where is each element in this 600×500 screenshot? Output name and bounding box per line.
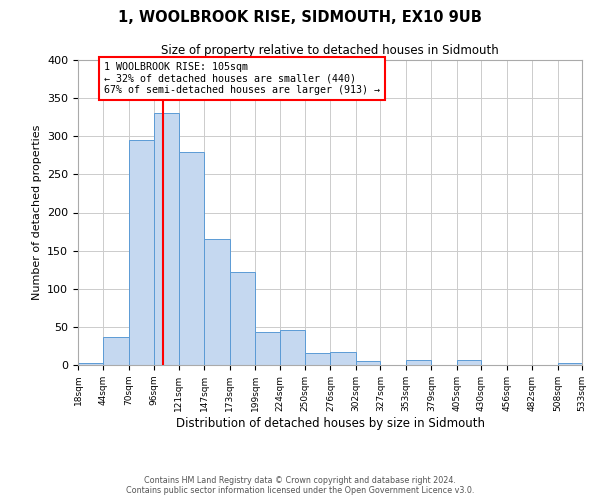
Bar: [331, 352, 356, 365]
Bar: [356, 361, 380, 365]
Bar: [406, 360, 431, 365]
Bar: [204, 239, 230, 365]
Y-axis label: Number of detached properties: Number of detached properties: [32, 125, 41, 300]
Text: 1 WOOLBROOK RISE: 105sqm
← 32% of detached houses are smaller (440)
67% of semi-: 1 WOOLBROOK RISE: 105sqm ← 32% of detach…: [104, 62, 380, 94]
Bar: [179, 152, 204, 365]
Text: Contains HM Land Registry data © Crown copyright and database right 2024.
Contai: Contains HM Land Registry data © Crown c…: [126, 476, 474, 495]
Title: Size of property relative to detached houses in Sidmouth: Size of property relative to detached ho…: [161, 44, 499, 58]
X-axis label: Distribution of detached houses by size in Sidmouth: Distribution of detached houses by size …: [176, 416, 485, 430]
Text: 1, WOOLBROOK RISE, SIDMOUTH, EX10 9UB: 1, WOOLBROOK RISE, SIDMOUTH, EX10 9UB: [118, 10, 482, 25]
Bar: [230, 272, 255, 365]
Bar: [305, 353, 331, 365]
Bar: [457, 360, 481, 365]
Bar: [255, 332, 280, 365]
Bar: [103, 337, 129, 365]
Bar: [154, 114, 179, 365]
Bar: [557, 364, 582, 365]
Bar: [78, 364, 103, 365]
Bar: [280, 330, 305, 365]
Bar: [129, 140, 154, 365]
